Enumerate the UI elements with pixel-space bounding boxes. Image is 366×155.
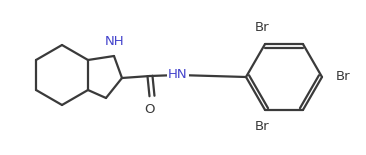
Text: Br: Br [336, 71, 351, 84]
Text: Br: Br [255, 21, 269, 34]
Text: O: O [145, 103, 155, 116]
Text: HN: HN [168, 67, 188, 80]
Text: Br: Br [255, 120, 269, 133]
Text: NH: NH [105, 35, 125, 48]
